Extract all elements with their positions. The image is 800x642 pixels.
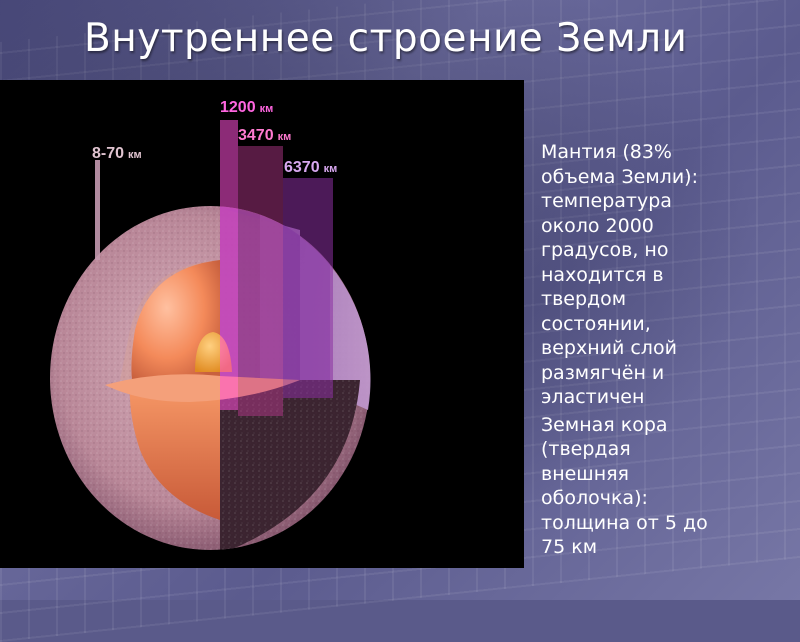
earth-cutaway-svg: 8-70 км 1200 км 3470 км 6370 км — [50, 99, 371, 550]
crust-line: (твердая — [541, 438, 631, 460]
mantle-line: находится в — [541, 263, 664, 286]
mantle-line: объема Земли): — [541, 165, 698, 188]
outer-core-label-pole — [238, 146, 283, 416]
mantle-line: состоянии, — [541, 312, 651, 335]
inner-core-radius-label: 1200 км — [220, 99, 273, 116]
outer-core-radius-label: 3470 км — [238, 127, 291, 144]
crust-line: Земная кора — [541, 413, 668, 436]
crust-line: толщина от 5 до — [541, 511, 708, 534]
mantle-line: около 2000 — [541, 214, 654, 237]
crust-line: 75 км — [541, 536, 598, 558]
mantle-cut-lower-texture — [220, 380, 360, 550]
mantle-line: Мантия (83% — [541, 141, 672, 163]
crust-line: оболочка): — [541, 487, 648, 509]
outer-core-cut-plane — [105, 374, 300, 402]
layer-description: Мантия (83% объема Земли): температура о… — [541, 140, 791, 563]
crust-description: Земная кора (твердая внешняя оболочка): … — [541, 413, 791, 560]
outer-core-lower — [129, 380, 220, 520]
crust-label-pole — [95, 160, 100, 260]
earth-radius-label: 6370 км — [284, 159, 337, 176]
earth-structure-diagram: 8-70 км 1200 км 3470 км 6370 км — [0, 80, 524, 568]
mantle-line: градусов, но — [541, 239, 669, 261]
mantle-line: размягчён и — [541, 361, 665, 384]
mantle-description: Мантия (83% объема Земли): температура о… — [541, 140, 791, 410]
mantle-line: твердом — [541, 288, 627, 310]
mantle-line: верхний слой — [541, 337, 677, 359]
crust-line: внешняя — [541, 462, 629, 485]
slide-title: Внутреннее строение Земли — [84, 16, 688, 61]
mantle-line: температура — [541, 190, 672, 212]
inner-core-label-pole — [220, 120, 238, 410]
mantle-line: эластичен — [541, 386, 645, 408]
crust-thickness-label: 8-70 км — [92, 145, 142, 162]
earth-label-pole — [283, 178, 333, 398]
